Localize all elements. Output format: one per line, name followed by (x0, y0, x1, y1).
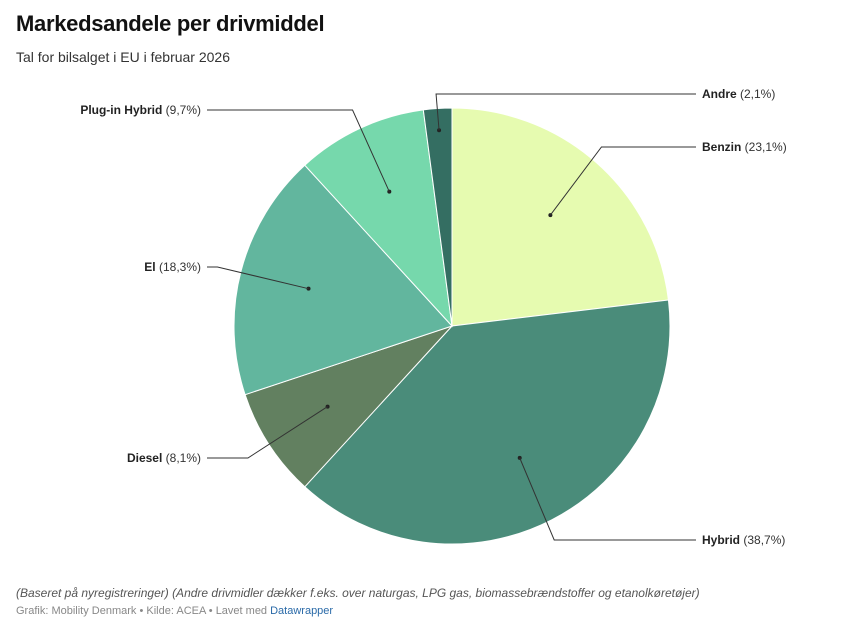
slice-label-benzin: Benzin (23,1%) (702, 140, 787, 154)
leader-line-andre (435, 93, 696, 131)
leader-line-benzin (549, 146, 696, 216)
slice-label-value: (23,1%) (741, 140, 786, 154)
pie-slices (233, 107, 671, 545)
slice-label-plug-in-hybrid: Plug-in Hybrid (9,7%) (80, 103, 201, 117)
chart-subtitle: Tal for bilsalget i EU i februar 2026 (16, 49, 230, 65)
leader-line-el (207, 266, 309, 290)
leader-line-diesel (207, 406, 328, 459)
slice-label-name: Andre (702, 87, 737, 101)
slice-label-value: (38,7%) (740, 533, 785, 547)
pie-slice-benzin (451, 107, 670, 327)
byline: Grafik: Mobility Denmark • Kilde: ACEA •… (16, 605, 333, 617)
slice-label-value: (18,3%) (156, 260, 201, 274)
slice-label-name: Benzin (702, 140, 741, 154)
pie-slice-plug-in-hybrid (304, 109, 453, 328)
slice-label-hybrid: Hybrid (38,7%) (702, 533, 785, 547)
slice-label-name: Diesel (127, 451, 162, 465)
slice-label-value: (9,7%) (162, 103, 201, 117)
slice-label-name: Plug-in Hybrid (80, 103, 162, 117)
slice-labels: Benzin (23,1%) Hybrid (38,7%) Diesel (8,1%… (80, 87, 786, 547)
slice-label-name: El (144, 260, 155, 274)
made-with-label: Lavet med (215, 605, 271, 617)
grafik-credit: Grafik: Mobility Denmark (16, 605, 137, 617)
leader-lines (207, 93, 696, 541)
separator: • (136, 605, 147, 617)
datawrapper-link[interactable]: Datawrapper (270, 605, 334, 617)
chart-notes: (Baseret på nyregistreringer) (Andre dri… (16, 586, 700, 600)
slice-label-value: (8,1%) (162, 451, 201, 465)
source-credit: Kilde: ACEA (146, 605, 206, 617)
separator: • (205, 605, 216, 617)
leader-line-hybrid (519, 457, 696, 541)
slice-label-value: (2,1%) (737, 87, 776, 101)
pie-slice-el (233, 164, 453, 396)
chart-title: Markedsandele per drivmiddel (16, 11, 325, 36)
slice-label-diesel: Diesel (8,1%) (127, 451, 201, 465)
slice-label-name: Hybrid (702, 533, 740, 547)
slice-label-andre: Andre (2,1%) (702, 87, 775, 101)
pie-chart: Benzin (23,1%) Hybrid (38,7%) Diesel (8,1%… (80, 87, 786, 547)
slice-label-el: El (18,3%) (144, 260, 201, 274)
pie-slice-hybrid (304, 299, 671, 545)
leader-line-plug-in-hybrid (207, 109, 390, 192)
